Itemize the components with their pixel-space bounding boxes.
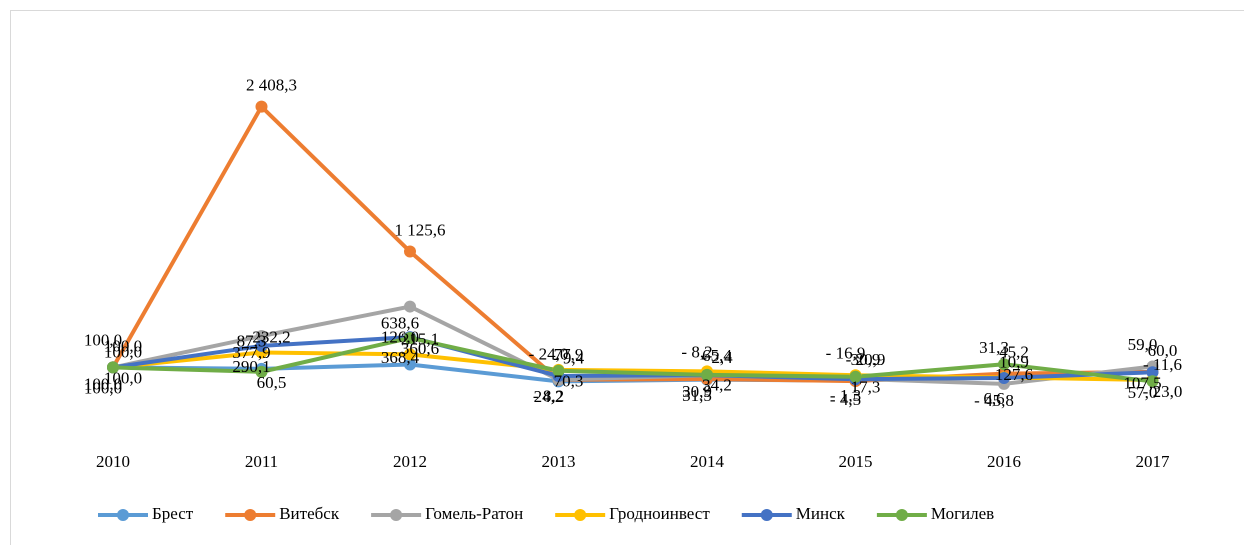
data-label: 107,5 [1123, 373, 1161, 392]
legend-label: Витебск [279, 504, 340, 523]
data-point [255, 339, 268, 352]
data-label: 87,3 [237, 332, 267, 351]
data-label: 100,0 [104, 368, 142, 387]
x-tick-label: 2015 [839, 452, 873, 471]
data-label: 368,4 [381, 348, 420, 367]
data-label: - 8,2 [681, 343, 712, 362]
data-label: 2 408,3 [246, 76, 297, 95]
x-tick-label: 2011 [245, 452, 278, 471]
data-point [998, 371, 1010, 384]
data-label: 100,0 [84, 330, 122, 349]
chart-frame [10, 10, 1244, 545]
data-label: 126,0 [381, 327, 419, 346]
data-point [701, 368, 713, 381]
x-tick-label: 2016 [987, 452, 1021, 471]
legend-marker [760, 509, 773, 521]
legend-marker [117, 509, 129, 521]
data-label: 70,3 [554, 372, 584, 391]
data-label: 34,2 [702, 376, 732, 395]
data-point [404, 348, 416, 361]
data-label: 6,6 [983, 389, 1004, 408]
legend-label: Гродноинвест [609, 504, 710, 523]
data-point [107, 361, 119, 374]
data-label: 31,3 [979, 338, 1009, 357]
data-point [404, 245, 416, 258]
legend-marker [390, 509, 403, 521]
data-point [1146, 375, 1159, 388]
data-label: - 24,0 [529, 344, 569, 363]
data-label: 24,2 [534, 387, 564, 406]
x-tick-label: 2012 [393, 452, 427, 471]
series-line [112, 335, 1153, 384]
data-label: - 9,4 [553, 349, 585, 368]
data-label: 215,1 [401, 329, 439, 348]
data-label: 232,2 [252, 327, 290, 346]
data-label: 65,4 [702, 346, 732, 365]
data-label: - 20,9 [846, 350, 886, 369]
legend-marker [574, 509, 587, 521]
data-label: 100,0 [84, 374, 122, 393]
x-tick-label: 2013 [542, 452, 576, 471]
data-point [849, 370, 862, 383]
data-label: 59,0 [1128, 335, 1158, 354]
legend-marker [895, 509, 908, 521]
legend-label: Брест [152, 504, 194, 523]
data-point [1146, 366, 1159, 379]
data-label: 45,2 [999, 343, 1029, 362]
legend-label: Минск [796, 504, 846, 523]
data-label: 31,5 [682, 386, 712, 405]
data-label: 638,6 [381, 313, 419, 332]
data-label: - 8,2 [533, 387, 564, 406]
x-tick-label: 2017 [1136, 452, 1171, 471]
x-tick-label: 2010 [96, 452, 130, 471]
data-point [404, 331, 416, 344]
data-point [255, 330, 268, 343]
data-label: - 16,9 [826, 344, 866, 363]
data-label: 1 125,6 [395, 220, 446, 239]
data-label: 17,3 [851, 378, 881, 397]
data-label: - 4,5 [830, 390, 861, 409]
data-label: 100,0 [84, 378, 122, 397]
data-point [404, 300, 416, 313]
data-label: 377,9 [232, 343, 270, 362]
legend-marker [244, 509, 257, 521]
x-tick-label: 2014 [690, 452, 725, 471]
data-label: 100,0 [104, 342, 142, 361]
legend-label: Гомель-Ратон [425, 504, 523, 523]
data-label: - 45,8 [974, 391, 1014, 410]
data-label: - 23,0 [1143, 382, 1183, 401]
data-label: - 2,4 [701, 348, 733, 367]
data-label: 60,0 [1148, 341, 1178, 360]
series-line [112, 335, 1153, 382]
data-label: 77,9 [554, 345, 584, 364]
data-label: 127,6 [995, 365, 1033, 384]
data-label: 290,1 [232, 357, 270, 376]
data-label: 10,9 [999, 352, 1029, 371]
data-point [998, 358, 1010, 371]
data-label: 360,6 [401, 339, 439, 358]
data-point [552, 364, 565, 377]
legend-label: Могилев [931, 504, 994, 523]
data-label: 30,9 [682, 382, 712, 401]
data-point [255, 365, 268, 378]
data-label: - 11,6 [1143, 355, 1182, 374]
data-label: 100,0 [104, 336, 142, 355]
data-point [404, 358, 416, 371]
data-label: 30,9 [851, 350, 881, 369]
data-point [255, 100, 268, 113]
data-label: 57,0 [1128, 383, 1158, 402]
data-label: 60,5 [257, 373, 287, 392]
data-label: - 1,3 [830, 386, 861, 405]
